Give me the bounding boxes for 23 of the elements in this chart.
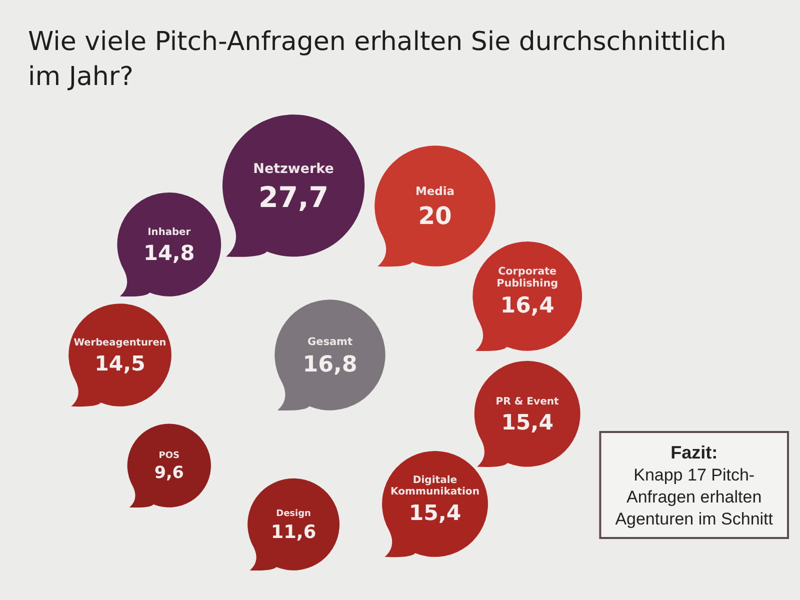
- data-label: 15,4: [408, 500, 462, 525]
- text: Knapp 17 Pitch-Anfragen erhalten Agenturen im Schnitt: [615, 466, 774, 529]
- category-label: Inhaber: [148, 227, 191, 238]
- category-label: Gesamt: [307, 336, 353, 348]
- data-label: 14,5: [94, 351, 146, 376]
- data-label: 16,4: [500, 294, 554, 319]
- data-label: 27,7: [258, 180, 329, 214]
- category-label: Netzwerke: [253, 160, 334, 177]
- text: Fazit:: [670, 442, 718, 463]
- category-label: PR & Event: [496, 396, 560, 408]
- data-label: 20: [418, 202, 452, 230]
- category-label: Digitale Kommunikation: [390, 474, 480, 498]
- category-label: Design: [276, 509, 311, 520]
- text: Wie viele Pitch-Anfragen erhalten Sie durchschnittlich im Jahr?: [28, 27, 726, 92]
- data-label: 11,6: [270, 522, 316, 544]
- category-label: Media: [415, 184, 455, 198]
- data-label: 9,6: [154, 462, 184, 482]
- data-label: 16,8: [302, 352, 358, 378]
- data-label: 14,8: [144, 241, 195, 266]
- data-label: 15,4: [501, 410, 554, 435]
- category-label: POS: [158, 451, 180, 462]
- category-label: Werbeagenturen: [74, 338, 166, 349]
- category-label: Corporate Publishing: [496, 265, 558, 290]
